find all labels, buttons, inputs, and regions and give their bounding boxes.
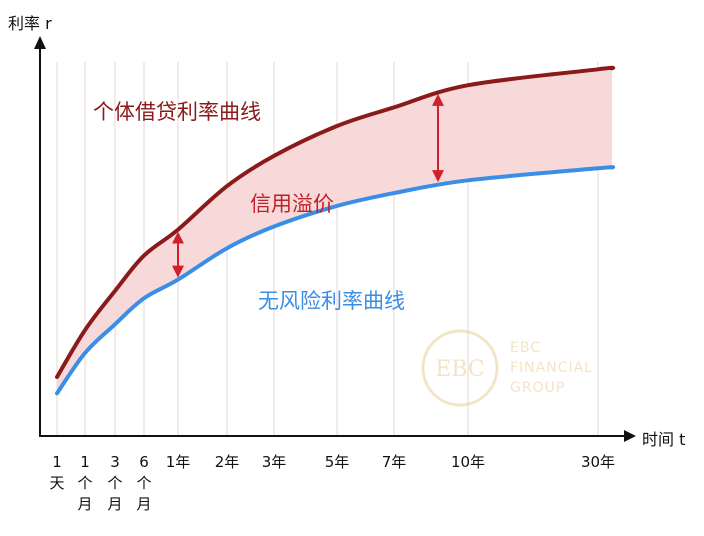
x-tick-label-9: 10年 (450, 453, 486, 471)
watermark-line2: FINANCIAL (510, 360, 593, 376)
y-axis-title: 利率 r (8, 14, 52, 33)
x-tick-label-5: 2年 (214, 453, 240, 471)
risk-free-rate-curve (55, 165, 616, 396)
watermark-line1: EBC (510, 340, 541, 356)
series-label-individual-lending: 个体借贷利率曲线 (93, 100, 261, 124)
x-tick-label-4: 1年 (165, 453, 191, 471)
ebc-watermark: EBC EBC FINANCIAL GROUP (418, 326, 592, 414)
watermark-line3: GROUP (510, 380, 566, 396)
x-tick-label-10: 30年 (580, 453, 616, 471)
y-axis-arrow-icon (34, 36, 46, 49)
x-tick-label-6: 3年 (261, 453, 287, 471)
x-tick-label-8: 7年 (381, 453, 407, 471)
series-label-risk-free: 无风险利率曲线 (258, 289, 405, 313)
credit-spread-band (57, 67, 614, 394)
x-axis-arrow-icon (624, 430, 636, 442)
individual-lending-rate-curve (55, 65, 616, 380)
spread-arrows (172, 93, 444, 278)
ebc-logo-icon: EBC (421, 329, 499, 407)
x-axis-title: 时间 t (642, 430, 686, 449)
band-label-credit-spread: 信用溢价 (250, 192, 334, 216)
svg-text:EBC: EBC (435, 357, 484, 382)
x-tick-label-7: 5年 (324, 453, 350, 471)
